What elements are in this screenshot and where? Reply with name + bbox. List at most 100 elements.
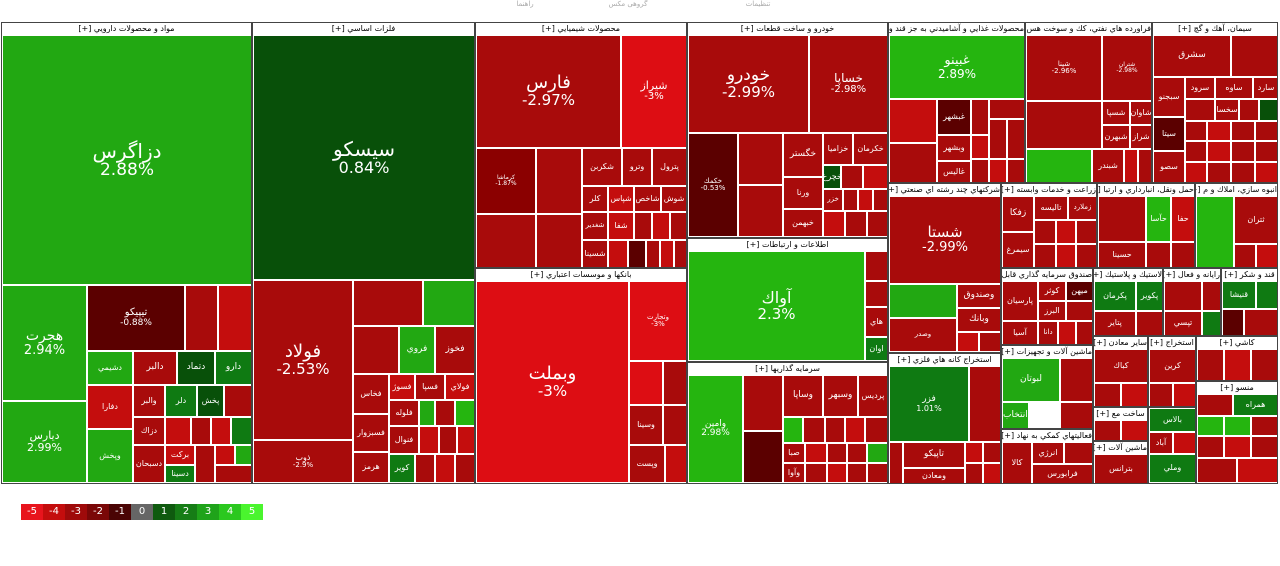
tile-small[interactable] — [1255, 162, 1277, 182]
tile-small[interactable] — [1171, 242, 1194, 267]
tile-sso[interactable]: سصو — [1153, 151, 1185, 182]
tile-small[interactable] — [1185, 141, 1207, 162]
tile-small[interactable] — [1251, 349, 1277, 380]
sector-transport[interactable]: حمل ونقل، انبارداري و ارتبا [+] حآسا حفا… — [1097, 183, 1195, 268]
tile-fnval[interactable]: فنوال — [389, 426, 419, 454]
tile-dsina[interactable]: دسينا — [165, 465, 195, 483]
tile-small[interactable] — [827, 463, 847, 483]
tile-shavan[interactable]: شاوان — [1130, 101, 1151, 125]
tile-small[interactable] — [1202, 311, 1220, 335]
tile-small[interactable] — [1197, 416, 1224, 436]
tile-kuzar[interactable]: كوثر — [1038, 281, 1066, 301]
tile-small[interactable] — [185, 285, 218, 351]
tile-small[interactable] — [738, 133, 783, 185]
tile-kermasha[interactable]: كرماشا -1.87% — [476, 148, 536, 214]
tile-small[interactable] — [1060, 358, 1092, 402]
tile-small[interactable] — [1197, 458, 1237, 483]
tile-small[interactable] — [847, 443, 867, 463]
tile-small[interactable] — [211, 417, 231, 445]
tile-small[interactable] — [1259, 99, 1277, 121]
tile-small[interactable] — [1034, 220, 1056, 244]
tile-srud[interactable]: سرود — [1185, 77, 1215, 99]
tile-small[interactable] — [665, 445, 686, 483]
tile-vtjarat[interactable]: وتجارت -3% — [629, 281, 686, 361]
tile-hsina[interactable]: حسينا — [1098, 242, 1146, 267]
tile-small[interactable] — [1202, 281, 1220, 311]
tile-small[interactable] — [1231, 121, 1255, 141]
tile-khkamak[interactable]: خكمك -0.53% — [688, 133, 738, 237]
tile-laboutan[interactable]: لبوتان — [1002, 358, 1060, 402]
tile-small[interactable] — [455, 454, 474, 483]
tile-small[interactable] — [845, 211, 867, 237]
tile-small[interactable] — [1098, 196, 1146, 242]
sector-rubber[interactable]: لاستيك و پلاستيك [+] پكرمان پكوير پتاير — [1093, 268, 1163, 336]
tile-vsadr[interactable]: وصدر — [889, 318, 957, 352]
tile-pariyan[interactable]: پارسيان — [1002, 281, 1038, 321]
tile-fsabzvar[interactable]: فسبزوار — [353, 414, 389, 452]
sector-tiles[interactable]: كاشي [+] — [1196, 336, 1278, 381]
tile-khzamia[interactable]: خزاميا — [823, 133, 853, 165]
tile-sarad[interactable]: سارد — [1253, 77, 1277, 99]
tile-sisco[interactable]: سيسكو 0.84% — [253, 35, 474, 280]
tile-dshimi[interactable]: دشيمي — [87, 351, 133, 385]
tile-valber[interactable]: والبر — [133, 385, 165, 417]
tile-small[interactable] — [634, 212, 652, 240]
tile-small[interactable] — [971, 135, 989, 159]
tile-small[interactable] — [971, 159, 989, 182]
tile-small[interactable] — [738, 185, 783, 237]
sector-electric[interactable]: ماشين آلات [+] بترانس — [1093, 441, 1148, 484]
tile-small[interactable] — [419, 400, 435, 426]
tile-small[interactable] — [867, 463, 887, 483]
tile-tipico[interactable]: تيپيكو -0.88% — [87, 285, 185, 351]
tile-zmlard[interactable]: زملارد — [1068, 196, 1096, 220]
tile-small[interactable] — [1007, 119, 1024, 159]
tile-small[interactable] — [983, 463, 1000, 483]
tile-vpakhsh[interactable]: وپخش — [87, 429, 133, 483]
sector-mining[interactable]: استخراج كانه هاي فلزي [+] فزر 1.01% تاپي… — [888, 353, 1001, 484]
tile-shfa[interactable]: شفا — [608, 212, 634, 240]
tile-dzarak[interactable]: دزاك — [133, 417, 165, 445]
tile-kala[interactable]: كالا — [1002, 442, 1032, 483]
tile-small[interactable] — [455, 400, 474, 426]
tile-small[interactable] — [1255, 121, 1277, 141]
tile-vmadan[interactable]: ومعادن — [903, 468, 965, 483]
tile-vmali[interactable]: وملي — [1149, 454, 1195, 483]
tile-khgostar[interactable]: خگستر — [783, 133, 823, 177]
tile-vsapa[interactable]: وساپا — [783, 375, 823, 417]
tile-svah[interactable]: ساوه — [1215, 77, 1253, 99]
tile-khzar[interactable]: خزر — [823, 189, 843, 211]
tile-small[interactable] — [1251, 416, 1277, 436]
tile-fsoj[interactable]: فسوژ — [389, 374, 415, 400]
tile-small[interactable] — [1076, 220, 1096, 244]
tile-pakhsh[interactable]: پخش — [197, 385, 224, 417]
tile-small[interactable] — [858, 189, 873, 211]
sector-pharma[interactable]: مواد و محصولات دارويي [+] دزاگرس 2.88% ه… — [1, 22, 252, 484]
tile-folay[interactable]: فولاي — [445, 374, 474, 400]
tile-khcharkh[interactable]: خچرخ — [823, 165, 841, 189]
tile-shiraz[interactable]: شيراز -3% — [621, 35, 686, 148]
tile-small[interactable] — [971, 99, 989, 135]
tile-avan[interactable]: اوان — [865, 337, 887, 361]
tile-vamin[interactable]: وامين 2.98% — [688, 375, 743, 483]
sector-multi[interactable]: شركتهاي چند رشته اي صنعتي [+] شستا -2.99… — [888, 183, 1001, 353]
tile-small[interactable] — [825, 417, 845, 443]
tile-sbjo[interactable]: سبجنو — [1153, 77, 1185, 117]
tile-small[interactable] — [1231, 162, 1255, 182]
sector-otherextract[interactable]: استخراج [+] كرين — [1148, 336, 1196, 407]
tile-dlar[interactable]: دلر — [165, 385, 197, 417]
tile-small[interactable] — [867, 211, 887, 237]
tile-small[interactable] — [989, 159, 1007, 182]
tile-small[interactable] — [1207, 121, 1231, 141]
tile-fsepa[interactable]: فسپا — [415, 374, 445, 400]
tile-shfam[interactable]: شغدير — [582, 212, 608, 240]
tile-shkarbon[interactable]: شكربن — [582, 148, 622, 186]
tile-farabours[interactable]: فرابورس — [1032, 464, 1092, 483]
tile-small[interactable] — [1197, 349, 1224, 380]
tile-shbhrn[interactable]: شبهرن — [1102, 125, 1130, 149]
tile-small[interactable] — [353, 280, 423, 326]
tile-vbshahr[interactable]: وبشهر — [937, 135, 971, 161]
tile-small[interactable] — [1060, 402, 1092, 428]
tile-small[interactable] — [215, 445, 235, 465]
tile-small[interactable] — [1094, 420, 1121, 440]
tile-krin[interactable]: كرين — [1149, 349, 1195, 383]
